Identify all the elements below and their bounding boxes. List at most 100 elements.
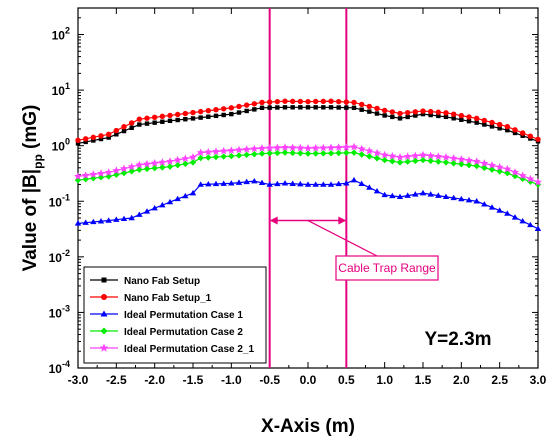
data-point [366, 103, 373, 110]
data-point [82, 219, 89, 225]
data-point [205, 107, 212, 114]
data-point [297, 150, 304, 157]
data-point [336, 105, 341, 110]
data-point [335, 180, 342, 187]
data-point [451, 116, 456, 121]
data-point [282, 98, 288, 104]
legend-label: Nano Fab Setup [124, 276, 200, 287]
data-point [105, 131, 112, 138]
data-point [74, 220, 82, 226]
data-point [527, 133, 534, 139]
y-tick-exponent: -4 [62, 359, 70, 369]
data-point [204, 147, 213, 156]
data-point [396, 193, 404, 200]
data-point [298, 105, 303, 110]
data-point [373, 148, 381, 157]
data-point [366, 153, 373, 160]
data-point [357, 144, 366, 153]
data-point [480, 159, 489, 167]
data-point [235, 152, 243, 159]
data-point [243, 102, 250, 108]
data-point [426, 151, 435, 160]
data-point [267, 105, 272, 110]
data-point [174, 162, 181, 169]
data-point [427, 191, 434, 197]
legend: Nano Fab Setup Nano Fab Setup_1 Ideal Perm… [83, 266, 267, 364]
data-point [90, 218, 97, 225]
data-point [97, 218, 105, 224]
data-point [497, 126, 502, 131]
x-tick-label: -3.0 [68, 373, 89, 387]
data-point [197, 181, 204, 187]
data-point [465, 156, 473, 164]
data-point [158, 158, 167, 166]
data-point [83, 139, 88, 145]
x-tick-label: 1.5 [415, 373, 432, 387]
data-point [121, 128, 127, 134]
series-ideal-permutation-case-1 [74, 176, 542, 231]
data-point [450, 194, 457, 201]
data-point [297, 180, 304, 187]
data-point [534, 225, 542, 231]
data-point [274, 180, 281, 187]
data-point [473, 198, 480, 204]
data-point [259, 105, 265, 111]
data-point [389, 109, 396, 115]
data-point [236, 103, 242, 110]
x-axis-title: X-Axis (m) [261, 416, 355, 437]
data-point [380, 150, 389, 159]
data-point [135, 160, 144, 169]
y-tick-label: 10-1 [49, 192, 70, 209]
data-point [206, 114, 211, 119]
data-point [243, 151, 250, 159]
data-point [227, 146, 236, 154]
data-point [212, 147, 220, 155]
data-point [382, 113, 387, 118]
data-point [321, 105, 326, 110]
data-point [482, 122, 487, 127]
data-point [212, 180, 220, 187]
data-point [98, 133, 104, 139]
y-axis-title: Value of |B|pp (mG) [20, 105, 45, 272]
data-point [228, 105, 235, 111]
data-point [503, 164, 512, 173]
data-point [212, 153, 220, 161]
series-nano-fab-setup-1 [75, 98, 541, 143]
data-point [143, 208, 151, 214]
data-point [159, 113, 166, 120]
data-point [189, 159, 197, 166]
x-tick-label: 0.5 [338, 373, 355, 387]
legend-label: Nano Fab Setup_1 [124, 293, 212, 304]
data-point [75, 141, 81, 146]
data-point [472, 157, 481, 165]
data-point [173, 155, 182, 164]
cable-trap-label-box [335, 255, 439, 281]
y-tick-exponent: 1 [65, 81, 70, 91]
data-point [519, 217, 526, 224]
data-point [466, 118, 472, 124]
data-point [420, 111, 426, 117]
y-tick-base: 10 [49, 195, 63, 209]
y-tick-label: 101 [52, 81, 70, 98]
data-point [443, 114, 449, 120]
data-point [136, 211, 143, 217]
y-axis-title-subscript: pp [31, 154, 45, 169]
data-point [101, 294, 107, 300]
data-point [390, 114, 395, 120]
data-point [334, 143, 343, 151]
data-point [435, 158, 442, 165]
data-point [258, 150, 266, 157]
data-point [473, 115, 480, 122]
data-point [343, 149, 350, 157]
data-point [159, 164, 166, 171]
data-point [220, 106, 227, 112]
data-point [104, 168, 113, 176]
data-point [189, 153, 197, 161]
data-point [205, 154, 212, 161]
data-point [182, 160, 189, 168]
data-point [265, 143, 274, 152]
data-point [327, 181, 335, 187]
data-point [229, 111, 234, 117]
data-point [251, 151, 258, 158]
data-point [450, 111, 457, 117]
